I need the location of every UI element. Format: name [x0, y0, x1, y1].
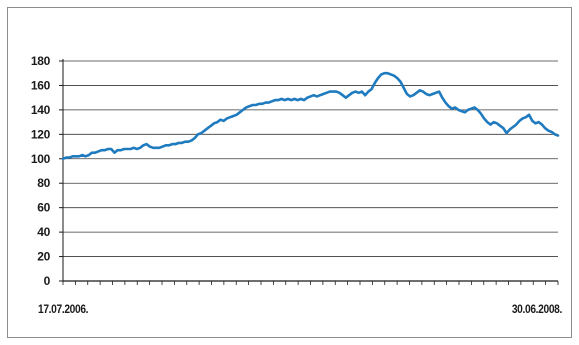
y-tick-label-100: 100 [31, 152, 51, 166]
y-tick-label-80: 80 [37, 176, 50, 190]
y-tick-label-0: 0 [44, 274, 51, 288]
x-end-date-label: 30.06.2008. [511, 302, 562, 316]
y-tick-label-120: 120 [31, 127, 51, 141]
y-tick-label-20: 20 [37, 250, 50, 264]
y-tick-label-60: 60 [37, 201, 50, 215]
chart-frame: 0 20 40 60 80 100 120 140 160 180 17.07.2006. 30.… [7, 7, 572, 338]
x-start-date-label: 17.07.2006. [38, 302, 89, 316]
y-tick-label-40: 40 [37, 225, 50, 239]
y-tick-label-140: 140 [31, 103, 51, 117]
series-line-0 [61, 71, 560, 161]
line-chart: 0 20 40 60 80 100 120 140 160 180 [31, 54, 560, 288]
y-tick-label-160: 160 [31, 78, 51, 92]
y-tick-label-180: 180 [31, 54, 51, 68]
